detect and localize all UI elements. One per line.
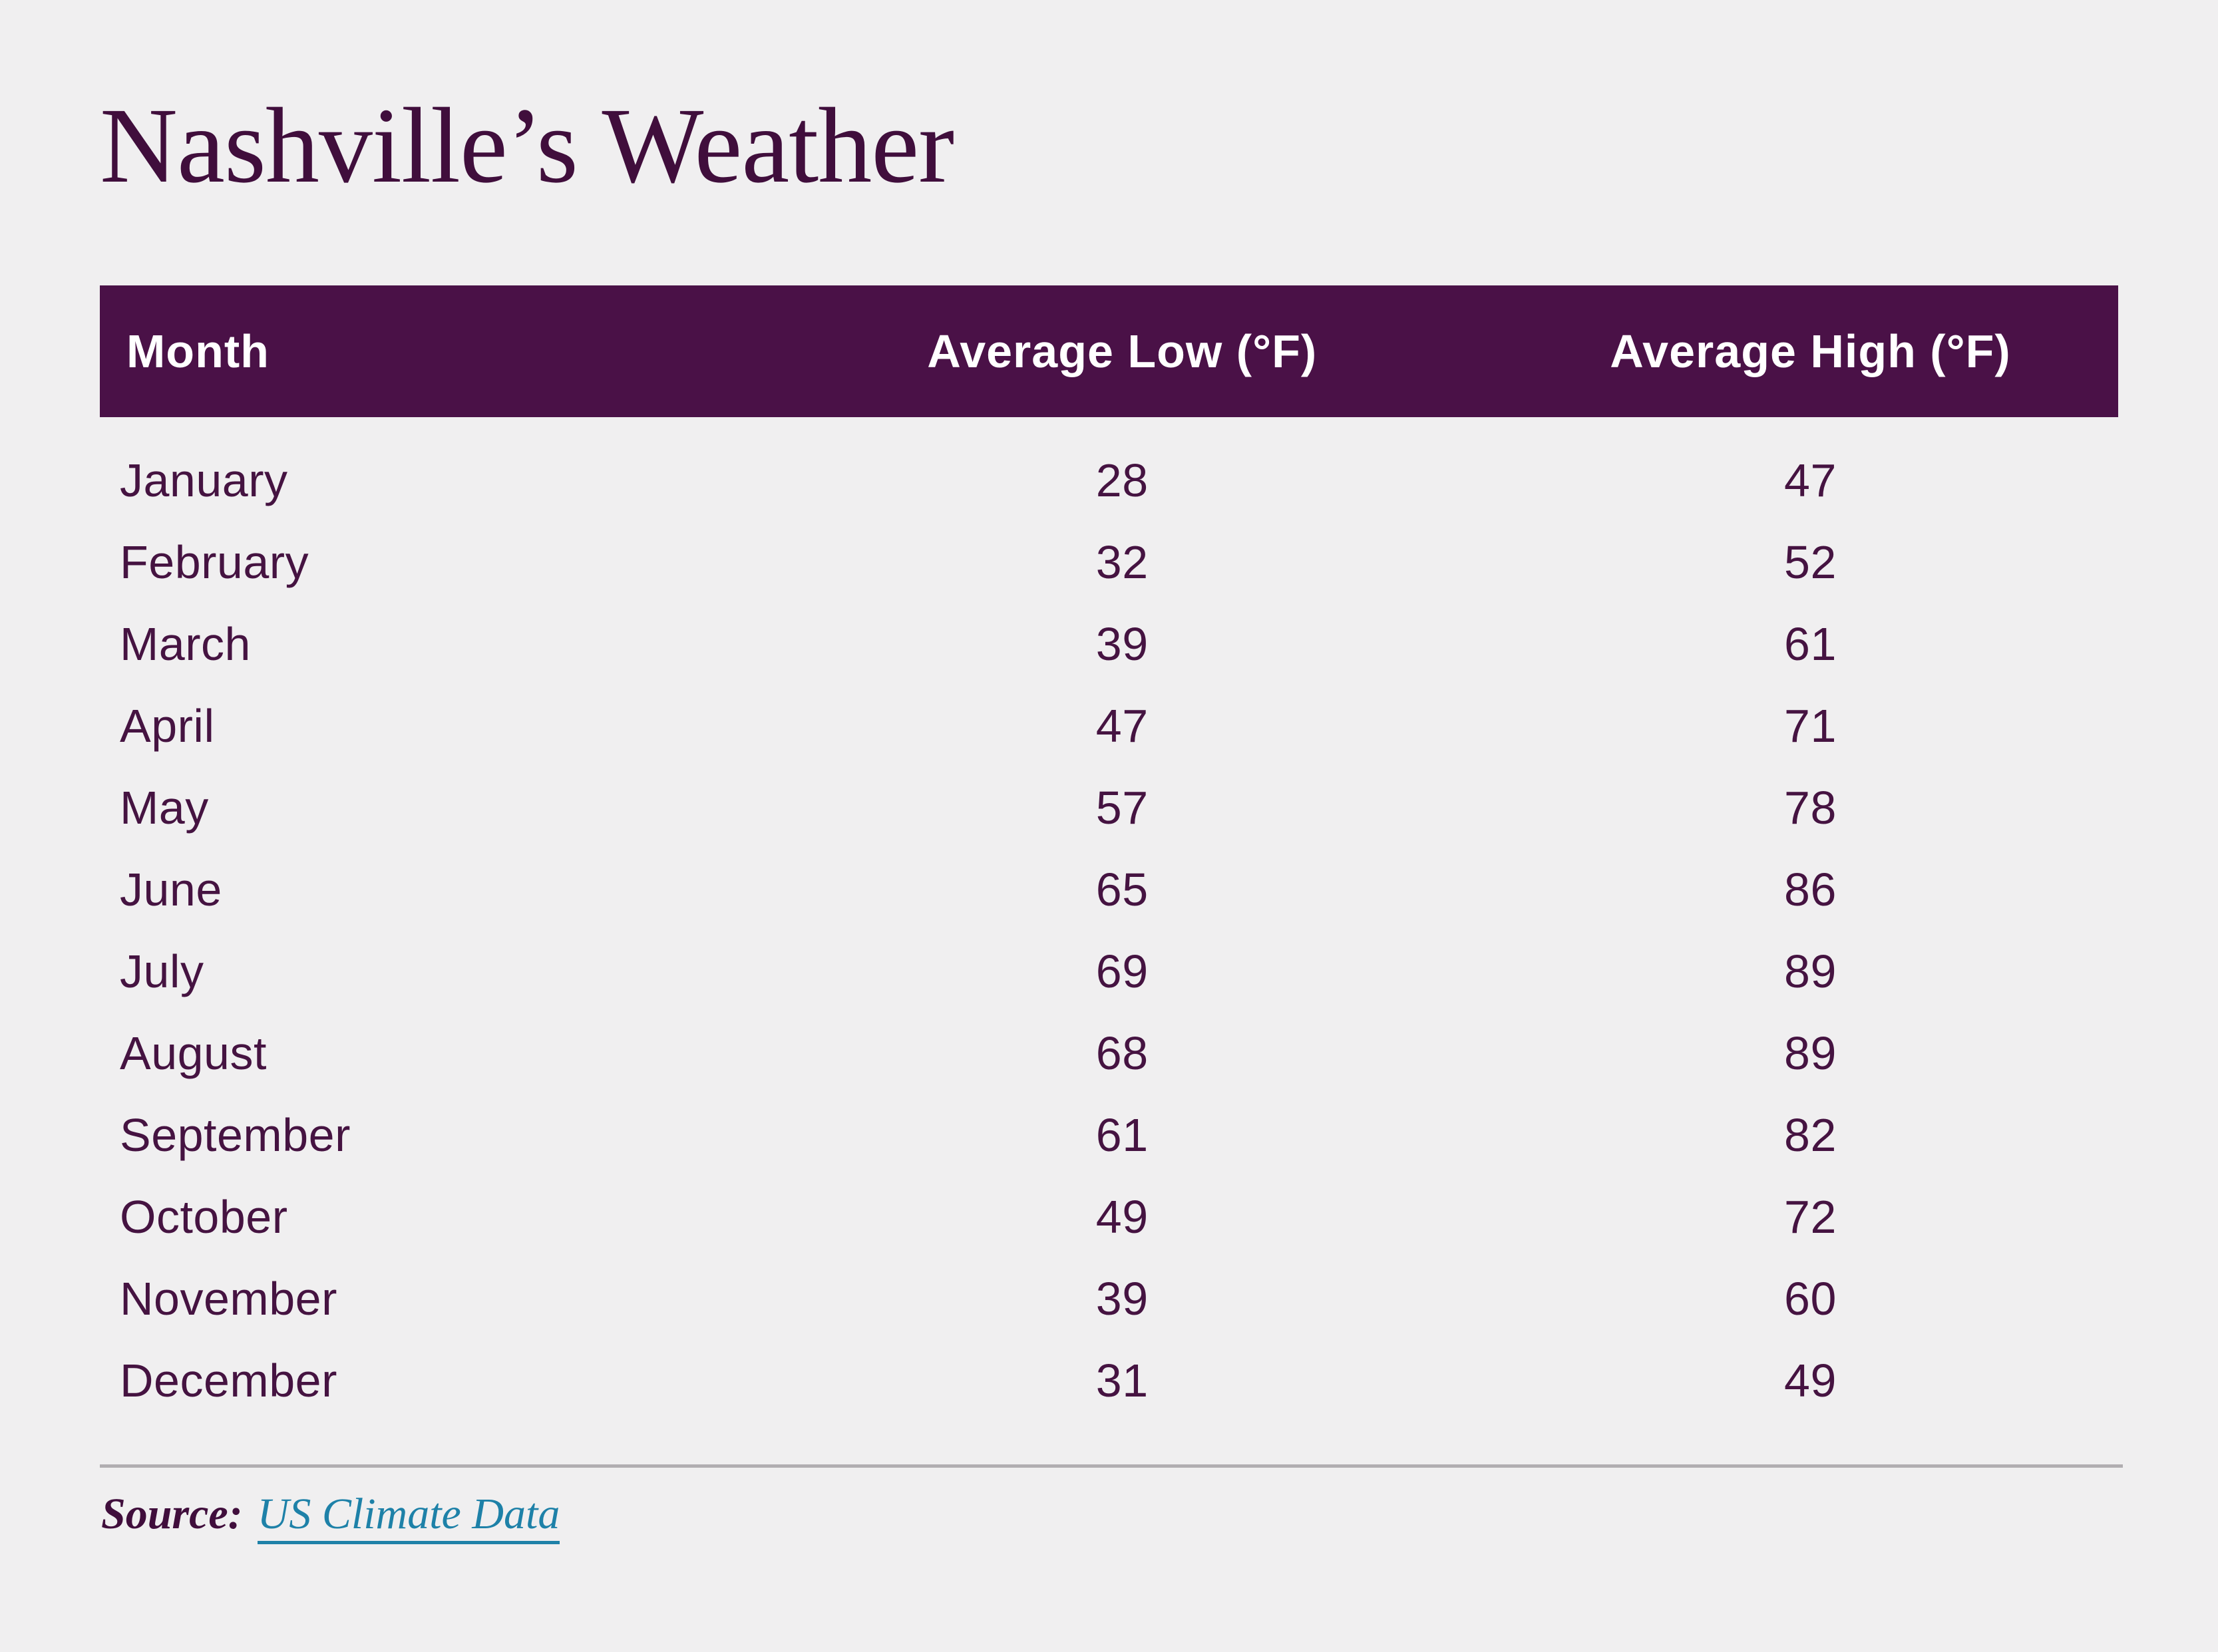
month-cell: November xyxy=(120,1272,337,1325)
avg-high-cell: 89 xyxy=(1784,1027,1837,1079)
avg-high-cell: 89 xyxy=(1784,945,1837,997)
table-header-row: Month Average Low (°F) Average High (°F) xyxy=(100,285,2118,417)
avg-low-cell: 57 xyxy=(1095,781,1149,834)
avg-low-cell: 68 xyxy=(1095,1027,1149,1079)
table-row: May 57 78 xyxy=(100,766,2118,848)
table-row: February 32 52 xyxy=(100,521,2118,603)
table-row: March 39 61 xyxy=(100,603,2118,685)
month-cell: December xyxy=(120,1354,337,1406)
source-label: Source: xyxy=(101,1490,243,1538)
month-cell: February xyxy=(120,536,309,588)
avg-high-cell: 49 xyxy=(1784,1354,1837,1406)
month-cell: March xyxy=(120,617,251,670)
month-cell: August xyxy=(120,1027,267,1079)
avg-low-cell: 39 xyxy=(1095,617,1149,670)
avg-high-cell: 60 xyxy=(1784,1272,1837,1325)
header-month: Month xyxy=(126,325,270,377)
table-row: October 49 72 xyxy=(100,1176,2118,1257)
table-row: July 69 89 xyxy=(100,930,2118,1012)
month-cell: July xyxy=(120,945,204,997)
avg-low-cell: 69 xyxy=(1095,945,1149,997)
source-link[interactable]: US Climate Data xyxy=(257,1490,560,1544)
month-cell: April xyxy=(120,699,215,752)
avg-low-cell: 28 xyxy=(1095,454,1149,506)
source-line: Source: US Climate Data xyxy=(101,1489,560,1544)
month-cell: October xyxy=(120,1190,288,1243)
avg-high-cell: 72 xyxy=(1784,1190,1837,1243)
table-row: August 68 89 xyxy=(100,1012,2118,1094)
avg-high-cell: 78 xyxy=(1784,781,1837,834)
avg-high-cell: 47 xyxy=(1784,454,1837,506)
avg-high-cell: 61 xyxy=(1784,617,1837,670)
avg-high-cell: 71 xyxy=(1784,699,1837,752)
header-avg-low: Average Low (°F) xyxy=(927,325,1318,377)
page-title: Nashville’s Weather xyxy=(100,86,954,206)
avg-high-cell: 82 xyxy=(1784,1108,1837,1161)
table-row: June 65 86 xyxy=(100,848,2118,930)
table-body: January 28 47 February 32 52 March 39 61… xyxy=(100,417,2118,1421)
month-cell: January xyxy=(120,454,288,506)
weather-table: Month Average Low (°F) Average High (°F)… xyxy=(100,285,2118,1421)
avg-low-cell: 61 xyxy=(1095,1108,1149,1161)
table-row: September 61 82 xyxy=(100,1094,2118,1176)
avg-low-cell: 32 xyxy=(1095,536,1149,588)
avg-high-cell: 52 xyxy=(1784,536,1837,588)
avg-low-cell: 47 xyxy=(1095,699,1149,752)
month-cell: May xyxy=(120,781,209,834)
header-avg-high: Average High (°F) xyxy=(1610,325,2011,377)
avg-low-cell: 49 xyxy=(1095,1190,1149,1243)
table-row: December 31 49 xyxy=(100,1339,2118,1421)
avg-low-cell: 39 xyxy=(1095,1272,1149,1325)
avg-low-cell: 65 xyxy=(1095,863,1149,915)
table-row: November 39 60 xyxy=(100,1257,2118,1339)
avg-low-cell: 31 xyxy=(1095,1354,1149,1406)
table-row: January 28 47 xyxy=(100,439,2118,521)
footer-divider xyxy=(100,1464,2123,1468)
avg-high-cell: 86 xyxy=(1784,863,1837,915)
month-cell: June xyxy=(120,863,222,915)
month-cell: September xyxy=(120,1108,351,1161)
table-row: April 47 71 xyxy=(100,685,2118,766)
